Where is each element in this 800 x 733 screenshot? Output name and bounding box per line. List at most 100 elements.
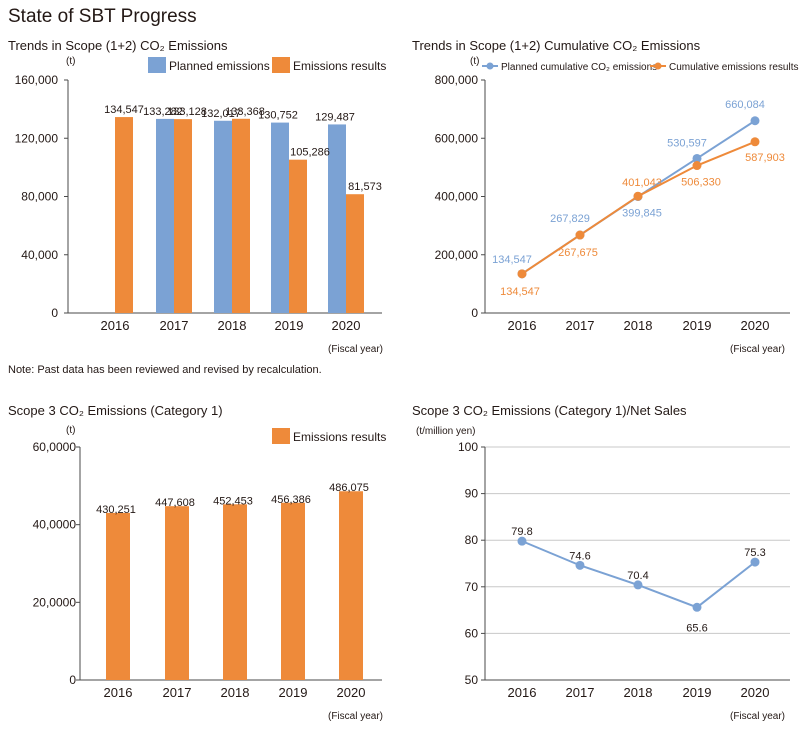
- x-tick-label: 2018: [221, 685, 250, 700]
- data-point: [517, 269, 527, 279]
- x-tick-label: 2020: [741, 685, 770, 700]
- y-axis-unit: (t): [66, 56, 75, 67]
- data-point: [517, 536, 527, 546]
- data-label: 81,573: [348, 181, 382, 193]
- bar: [106, 512, 130, 680]
- data-label: 430,251: [96, 504, 136, 516]
- y-tick-label: 40,000: [21, 248, 58, 262]
- bar: [339, 491, 363, 680]
- bar: [328, 124, 346, 313]
- legend-swatch: [272, 57, 290, 73]
- legend-swatch: [272, 428, 290, 444]
- x-axis-label: (Fiscal year): [730, 711, 785, 722]
- data-label: 132,017: [201, 108, 241, 120]
- x-tick-label: 2017: [163, 685, 192, 700]
- y-tick-label: 80: [465, 533, 479, 547]
- y-axis-unit: (t): [470, 56, 479, 67]
- data-point: [633, 191, 643, 201]
- bar: [232, 118, 250, 313]
- legend-marker: [654, 62, 662, 70]
- data-label: 452,453: [213, 495, 253, 507]
- y-tick-label: 100: [458, 440, 478, 454]
- x-tick-label: 2020: [337, 685, 366, 700]
- y-tick-label: 0: [69, 673, 76, 687]
- y-tick-label: 50: [465, 673, 479, 687]
- x-axis-label: (Fiscal year): [328, 711, 383, 722]
- x-axis-label: (Fiscal year): [730, 344, 785, 355]
- y-tick-label: 20,0000: [33, 595, 77, 609]
- x-tick-label: 2019: [279, 685, 308, 700]
- data-label: 660,084: [725, 99, 765, 111]
- bar: [115, 117, 133, 313]
- y-tick-label: 40,0000: [33, 518, 77, 532]
- x-tick-label: 2016: [101, 318, 130, 333]
- y-tick-label: 60,0000: [33, 440, 77, 454]
- bar: [223, 504, 247, 680]
- legend-label: Cumulative emissions results: [669, 62, 799, 73]
- data-label: 130,752: [258, 110, 298, 122]
- x-tick-label: 2018: [624, 318, 653, 333]
- x-tick-label: 2020: [741, 318, 770, 333]
- data-point: [750, 116, 760, 126]
- data-label: 399,845: [622, 208, 662, 220]
- legend-label: Planned cumulative CO₂ emissions: [501, 62, 657, 73]
- data-label: 70.4: [627, 570, 648, 582]
- bar: [289, 159, 307, 313]
- chart-title: Scope 3 CO₂ Emissions (Category 1)/Net S…: [412, 403, 687, 418]
- data-label: 401,043: [622, 177, 662, 189]
- legend-label: Planned emissions: [169, 59, 270, 73]
- y-tick-label: 160,000: [15, 73, 59, 87]
- y-axis-unit: (t/million yen): [416, 426, 475, 437]
- bar: [165, 506, 189, 680]
- y-tick-label: 200,000: [435, 248, 479, 262]
- legend-label: Emissions results: [293, 430, 386, 444]
- legend-label: Emissions results: [293, 59, 386, 73]
- data-label: 267,829: [550, 213, 590, 225]
- data-label: 105,286: [290, 147, 330, 159]
- data-label: 133,368: [225, 106, 265, 118]
- data-label: 447,608: [155, 497, 195, 509]
- chart-title: Trends in Scope (1+2) CO₂ Emissions: [8, 38, 228, 53]
- data-label: 267,675: [558, 247, 598, 259]
- data-label: 133,128: [167, 106, 207, 118]
- note-text: Note: Past data has been reviewed and re…: [8, 364, 322, 376]
- y-tick-label: 400,000: [435, 190, 479, 204]
- x-tick-label: 2019: [683, 318, 712, 333]
- data-label: 129,487: [315, 111, 355, 123]
- data-point: [633, 580, 643, 590]
- bar: [281, 502, 305, 680]
- bar: [214, 120, 232, 313]
- x-tick-label: 2018: [218, 318, 247, 333]
- data-point: [692, 153, 702, 163]
- y-tick-label: 0: [51, 306, 58, 320]
- x-tick-label: 2017: [566, 685, 595, 700]
- data-point: [575, 230, 585, 240]
- y-tick-label: 0: [471, 306, 478, 320]
- y-tick-label: 600,000: [435, 131, 479, 145]
- data-label: 133,282: [143, 106, 183, 118]
- bar: [346, 194, 364, 313]
- x-tick-label: 2017: [160, 318, 189, 333]
- data-point: [750, 137, 760, 147]
- bar: [271, 122, 289, 313]
- x-tick-label: 2016: [104, 685, 133, 700]
- page-title: State of SBT Progress: [8, 6, 197, 27]
- data-label: 506,330: [681, 177, 721, 189]
- data-label: 530,597: [667, 137, 707, 149]
- x-tick-label: 2019: [683, 685, 712, 700]
- legend-swatch: [148, 57, 166, 73]
- data-label: 456,386: [271, 494, 311, 506]
- x-tick-label: 2020: [332, 318, 361, 333]
- legend-marker: [486, 62, 494, 70]
- data-label: 134,547: [500, 286, 540, 298]
- data-label: 65.6: [686, 622, 707, 634]
- x-tick-label: 2019: [275, 318, 304, 333]
- data-label: 134,547: [492, 254, 532, 266]
- y-tick-label: 800,000: [435, 73, 479, 87]
- data-label: 486,075: [329, 482, 369, 494]
- y-tick-label: 70: [465, 580, 479, 594]
- data-label: 79.8: [511, 526, 532, 538]
- data-label: 74.6: [569, 550, 590, 562]
- x-tick-label: 2016: [508, 318, 537, 333]
